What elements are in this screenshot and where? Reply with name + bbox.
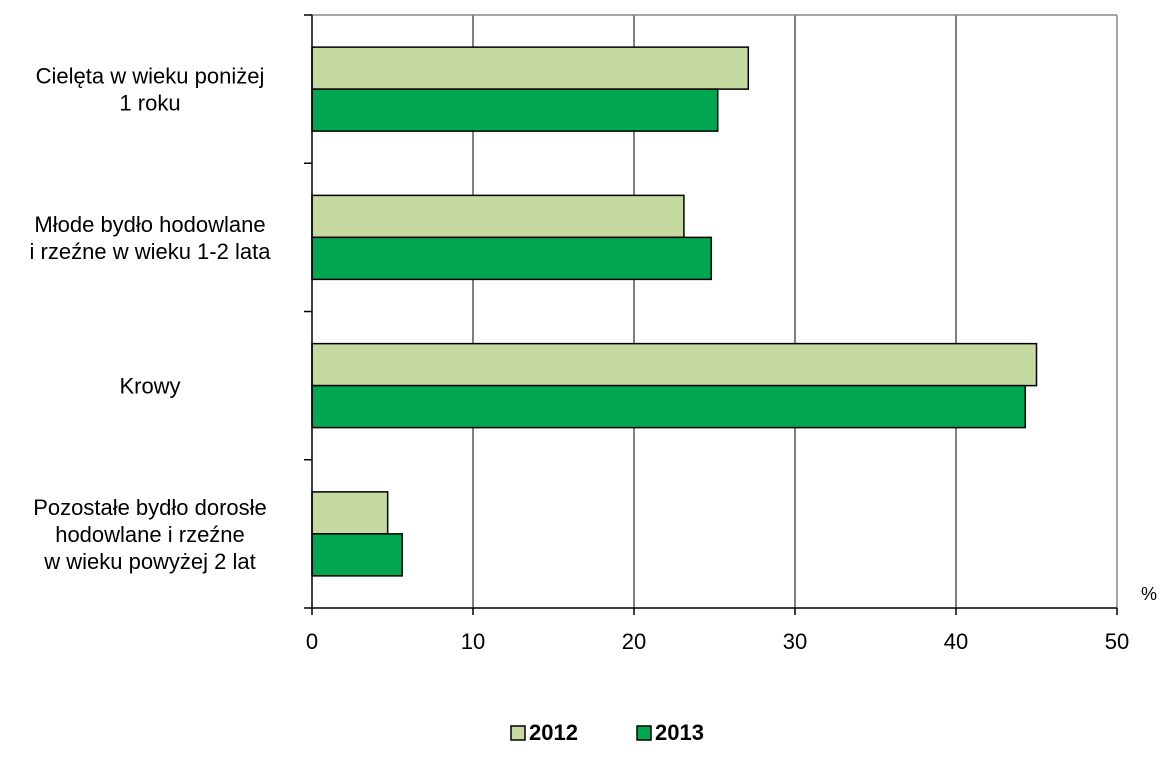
legend-swatch-2013 (636, 725, 652, 741)
axes (304, 14, 1118, 615)
category-label: i rzeźne w wieku 1-2 lata (30, 239, 272, 264)
bar-2013-1 (311, 236, 713, 281)
legend-label-2012: 2012 (529, 720, 578, 745)
legend: 2012 2013 (510, 720, 704, 745)
category-label: Krowy (119, 374, 180, 399)
bar-2012-1 (311, 194, 685, 239)
bar-2012-3 (311, 491, 389, 535)
x-unit-label: % (1141, 584, 1157, 604)
bar-2013-2 (311, 384, 1026, 429)
x-tick-label: 50 (1105, 629, 1129, 654)
x-tick-label: 10 (461, 629, 485, 654)
x-tick-labels: 0 10 20 30 40 50 (306, 629, 1129, 654)
legend-label-2013: 2013 (655, 720, 704, 745)
bars (311, 46, 1038, 577)
legend-swatch-2012 (510, 725, 526, 741)
bar-2012-0 (311, 46, 750, 90)
bar-2012-2 (311, 342, 1038, 387)
category-label: Pozostałe bydło dorosłe (33, 495, 267, 520)
bar-2013-3 (311, 533, 403, 577)
x-tick-label: 20 (622, 629, 646, 654)
category-label: Cielęta w wieku poniżej (36, 64, 265, 89)
x-tick-label: 30 (783, 629, 807, 654)
x-tick-label: 0 (306, 629, 318, 654)
category-label: hodowlane i rzeźne (55, 522, 245, 547)
bar-2013-0 (311, 88, 719, 132)
x-tick-label: 40 (944, 629, 968, 654)
category-label: Młode bydło hodowlane (34, 212, 265, 237)
category-label: w wieku powyżej 2 lat (43, 549, 256, 574)
category-label: 1 roku (119, 91, 180, 116)
